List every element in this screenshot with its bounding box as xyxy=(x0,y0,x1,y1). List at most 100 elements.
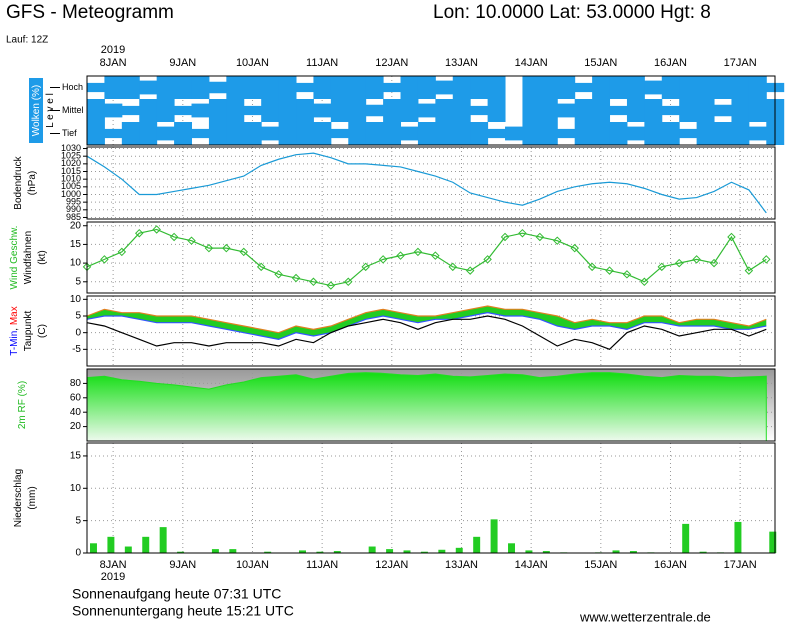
cloud-cell xyxy=(626,126,645,141)
y-tick-label: 0 xyxy=(75,327,81,338)
cloud-cell xyxy=(679,76,698,99)
cloud-cell xyxy=(505,126,523,141)
y-axis-label-part: Windfahnen xyxy=(23,231,34,284)
cloud-cell xyxy=(139,122,158,145)
cloud-cell xyxy=(748,99,767,122)
y-axis-label-part: Max xyxy=(9,306,20,325)
cloud-cell xyxy=(661,76,680,99)
location: Lon: 10.0000 Lat: 53.0000 Hgt: 8 xyxy=(433,2,711,23)
marker xyxy=(518,228,527,238)
precip-bar xyxy=(769,531,777,553)
precip-bar xyxy=(211,549,219,553)
y-axis-label-part: (mm) xyxy=(27,486,38,509)
date-label-top: 10JAN xyxy=(236,57,269,69)
marker xyxy=(361,262,370,272)
precip-bar xyxy=(508,543,515,553)
cloud-cell xyxy=(226,122,245,145)
cloud-cell xyxy=(365,104,384,117)
date-label-top: 9JAN xyxy=(169,57,196,69)
date-label-top: 17JAN xyxy=(724,57,757,69)
cloud-cell xyxy=(522,99,541,122)
y-tick-label: 0 xyxy=(75,548,81,559)
precip-bar xyxy=(333,551,341,553)
marker xyxy=(274,270,283,279)
date-label-bottom: 17JAN xyxy=(724,559,757,571)
cloud-cell xyxy=(87,122,105,145)
y-axis-label: Wind Geschw. xyxy=(9,226,20,290)
precip-bar xyxy=(542,551,550,553)
cloud-cell xyxy=(714,122,732,145)
y-axis-label-part: (C) xyxy=(37,324,48,338)
cloud-cell xyxy=(714,76,732,99)
cloud-cell xyxy=(174,76,193,99)
precip-bar xyxy=(490,519,498,553)
cloud-cell xyxy=(661,105,680,116)
cloud-cell xyxy=(156,99,175,122)
cloud-cell xyxy=(609,76,628,99)
cloud-cell xyxy=(278,76,297,99)
cloud-cell xyxy=(278,99,297,122)
precip-bar xyxy=(612,550,620,553)
precip-bar xyxy=(473,536,481,553)
y-axis-label: T-Min, Max xyxy=(9,306,20,355)
cloud-cell xyxy=(487,76,506,99)
y-axis-label-part: , xyxy=(9,325,20,331)
run: Lauf: 12Z xyxy=(6,35,48,46)
date-label-bottom: 8JAN xyxy=(100,559,127,571)
cloud-cell xyxy=(748,126,767,141)
cloud-cell xyxy=(539,99,558,122)
marker xyxy=(465,266,475,275)
cloud-cell xyxy=(592,99,611,122)
marker xyxy=(222,243,231,253)
precip-bar xyxy=(107,536,115,553)
cloud-cell xyxy=(261,99,280,122)
panel-frame xyxy=(86,75,776,146)
cloud-cell xyxy=(626,76,645,99)
cloud-cell xyxy=(191,103,210,118)
cloud-cell xyxy=(452,99,471,122)
y-axis-label-part: Wolken (%) xyxy=(31,85,42,137)
series-line xyxy=(86,305,767,334)
cloud-cell xyxy=(330,76,349,99)
marker xyxy=(204,243,214,253)
cloud-cell xyxy=(121,105,140,116)
y-tick-label: 985 xyxy=(66,212,81,222)
marker xyxy=(152,225,161,234)
cloud-cell xyxy=(452,76,471,99)
sunset: Sonnenuntergang heute 15:21 UTC xyxy=(72,603,294,619)
cloud-cell xyxy=(174,122,193,145)
precip-bar xyxy=(159,527,167,553)
series-line xyxy=(86,228,767,287)
cloud-cell xyxy=(470,122,489,145)
series-line xyxy=(86,312,767,340)
date-label-bottom: 10JAN xyxy=(236,559,269,571)
marker xyxy=(135,228,144,238)
cloud-cell xyxy=(348,76,367,99)
cloud-cell xyxy=(261,76,280,99)
marker xyxy=(622,270,632,279)
y-axis-label-part: (kt) xyxy=(37,250,48,264)
cloud-cell xyxy=(487,128,506,139)
cloud-cell xyxy=(313,122,332,145)
y-tick-label: 1015 xyxy=(61,166,81,176)
cloud-cell xyxy=(104,103,123,118)
cloud-cell xyxy=(365,122,384,145)
marker xyxy=(657,262,667,272)
y-axis-label-part: 2m RF (%) xyxy=(17,381,28,429)
cloud-cell xyxy=(470,105,489,116)
marker xyxy=(396,251,405,260)
marker xyxy=(553,236,562,245)
precip-bar xyxy=(90,543,97,553)
date-label-bottom: 16JAN xyxy=(654,559,687,571)
y-tick-label: 1020 xyxy=(61,158,81,168)
y-axis-label: Niederschlag xyxy=(13,469,24,527)
cloud-cell xyxy=(226,99,245,122)
cloud-cell xyxy=(661,122,680,145)
cloud-cell xyxy=(330,99,349,122)
cloud-cell xyxy=(714,104,732,117)
marker xyxy=(674,258,684,268)
cloud-cell xyxy=(174,105,193,116)
marker xyxy=(169,232,179,242)
y-axis-label: 2m RF (%) xyxy=(17,381,28,429)
